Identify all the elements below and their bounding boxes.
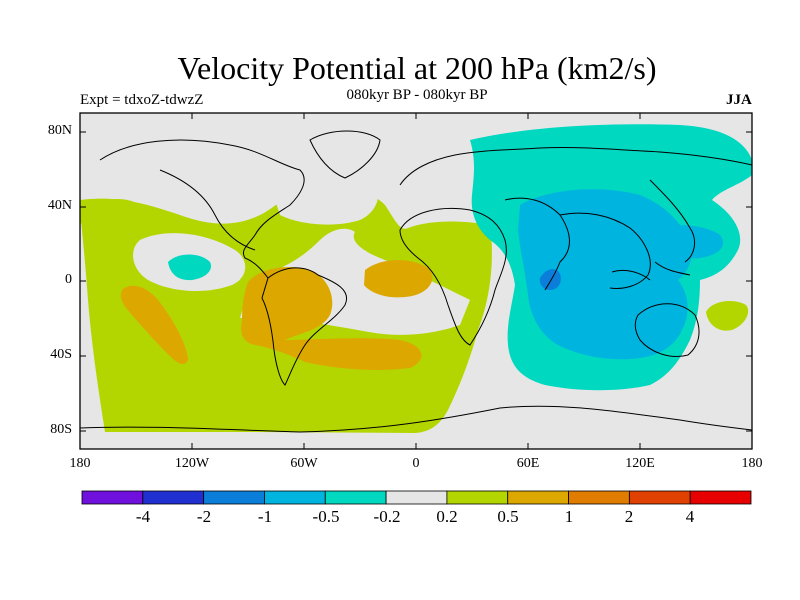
- colorbar-label: 2: [624, 507, 634, 526]
- coast-greenland: [309, 130, 381, 179]
- coastlines: [80, 130, 752, 433]
- colorbar-label: -4: [135, 507, 151, 526]
- coast-north-america-2: [159, 169, 256, 251]
- colorbar-swatch: [385, 490, 448, 505]
- strong-negative-contour-west-pacific: [652, 225, 724, 259]
- lon-label-180-left: 180: [69, 456, 91, 471]
- lon-label-60e: 60E: [516, 456, 540, 471]
- coast-africa: [399, 207, 507, 346]
- coast-antarctica: [80, 405, 752, 433]
- colorbar-swatch: [81, 490, 144, 505]
- experiment-label: Expt = tdxoZ-tdwzZ: [80, 92, 204, 108]
- colorbar-label: -0.2: [373, 507, 401, 526]
- lon-label-180-right: 180: [741, 456, 763, 471]
- colorbar-label: 1: [564, 507, 574, 526]
- colorbar-swatch: [264, 490, 326, 505]
- season-label: JJA: [726, 92, 752, 108]
- lon-label-0: 0: [412, 456, 420, 471]
- colorbar-swatch: [689, 490, 752, 505]
- negative-contour-north-pacific: [168, 254, 212, 281]
- mid-positive-contour-atlantic: [364, 259, 433, 298]
- positive-contour-north-pacific: [80, 198, 144, 237]
- longitude-ticks: [191, 113, 641, 449]
- mid-positive-contour-south-america: [241, 267, 422, 370]
- lat-label-80s: 80S: [50, 422, 72, 437]
- lon-label-120e: 120E: [625, 456, 655, 471]
- lon-label-60w: 60W: [290, 456, 318, 471]
- coast-europe: [399, 146, 752, 186]
- positive-contour-southwest-pacific: [706, 300, 749, 331]
- colorbar-label: 4: [685, 507, 695, 526]
- lat-label-40n: 40N: [47, 198, 72, 213]
- colorbar-swatch: [568, 490, 630, 505]
- contour-fill-layer: [80, 124, 752, 433]
- colorbar-swatch: [324, 490, 387, 505]
- period-label: 080kyr BP - 080kyr BP: [346, 87, 488, 103]
- colorbar-swatch: [507, 490, 569, 505]
- lat-label-40s: 40S: [50, 347, 72, 362]
- colorbar-swatch: [628, 490, 691, 505]
- colorbar-label: 0.2: [436, 507, 458, 526]
- colorbar-swatch: [446, 490, 509, 505]
- colorbar-swatch: [203, 490, 265, 505]
- colorbar-label: -0.5: [312, 507, 340, 526]
- coast-east-asia: [649, 179, 696, 263]
- coast-australia: [634, 303, 700, 357]
- colorbar: [81, 490, 752, 505]
- mid-positive-contour-east-pacific: [120, 285, 188, 364]
- coast-asia: [504, 197, 651, 291]
- colorbar-label: 0.5: [497, 507, 519, 526]
- colorbar-label: -2: [196, 507, 212, 526]
- coast-south-america: [261, 267, 348, 386]
- colorbar-swatch: [142, 490, 205, 505]
- lon-label-120w: 120W: [174, 456, 210, 471]
- colorbar-label: -1: [257, 507, 273, 526]
- chart-title: Velocity Potential at 200 hPa (km2/s): [177, 50, 657, 86]
- lat-label-80n: 80N: [47, 123, 72, 138]
- coast-maritime-continent: [611, 261, 691, 281]
- coast-north-america: [99, 139, 305, 279]
- strong-negative-contour-indian-ocean: [518, 189, 692, 360]
- core-negative-contour: [539, 269, 561, 290]
- latitude-ticks: [80, 131, 752, 432]
- lat-label-equator: 0: [65, 272, 72, 287]
- neutral-hole-north-atlantic: [275, 174, 379, 225]
